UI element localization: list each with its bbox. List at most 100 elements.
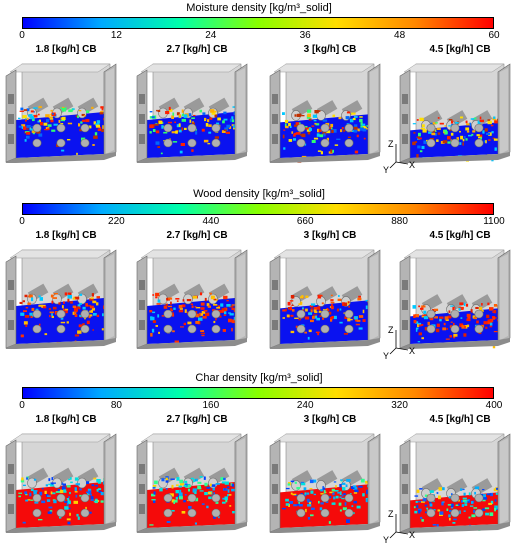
particle	[26, 117, 29, 120]
particle	[168, 106, 171, 111]
particle	[362, 319, 366, 322]
particle	[458, 503, 460, 506]
particle	[443, 129, 447, 133]
top-edge	[9, 63, 111, 73]
particle	[39, 491, 43, 496]
immersed-tube	[426, 123, 436, 133]
particle	[231, 119, 235, 123]
particle	[307, 113, 311, 118]
particle	[326, 137, 329, 142]
right-frame	[497, 63, 511, 159]
particle	[202, 316, 207, 319]
particle	[418, 322, 422, 325]
particle	[446, 328, 448, 330]
bottom-plate	[137, 338, 247, 349]
particle	[416, 327, 419, 330]
particle	[331, 127, 333, 130]
particle	[433, 509, 436, 511]
particle	[41, 487, 44, 490]
particle	[27, 128, 29, 130]
particle	[181, 118, 186, 122]
particle	[76, 152, 78, 155]
particle	[209, 483, 212, 487]
particle	[459, 302, 464, 305]
particle	[177, 495, 179, 498]
reactor-render	[269, 63, 381, 163]
particle	[322, 316, 325, 320]
particle	[422, 124, 425, 128]
particle	[87, 125, 92, 129]
particle	[436, 127, 441, 130]
particle	[360, 122, 363, 126]
particle	[229, 118, 232, 122]
particle	[30, 115, 34, 120]
particle	[161, 125, 164, 129]
particle	[97, 481, 102, 484]
particle	[416, 154, 419, 158]
particle	[435, 328, 440, 333]
particle	[284, 123, 287, 128]
particle	[92, 144, 95, 146]
particle	[471, 133, 474, 136]
particle	[42, 306, 47, 309]
particle	[442, 140, 448, 144]
particle	[356, 505, 361, 509]
particle	[345, 116, 350, 120]
case-label: 4.5 [kg/h] CB	[429, 414, 491, 425]
immersed-tube	[320, 309, 330, 319]
particle	[293, 132, 297, 135]
particle	[449, 518, 451, 521]
particle	[161, 315, 165, 317]
particle	[169, 493, 174, 497]
particle	[453, 335, 456, 339]
particle	[353, 500, 357, 504]
particle	[198, 317, 203, 321]
particle	[179, 479, 183, 484]
particle	[354, 124, 358, 128]
particle	[49, 510, 53, 513]
particle	[21, 124, 26, 128]
immersed-tube	[211, 309, 221, 319]
particle	[101, 108, 104, 111]
particle	[472, 130, 476, 133]
particle	[453, 518, 457, 521]
particle	[93, 313, 97, 316]
particle	[180, 326, 184, 328]
particle	[197, 481, 202, 484]
particle	[23, 321, 28, 325]
particle	[213, 304, 218, 306]
particle	[362, 309, 365, 314]
particle	[150, 333, 153, 337]
particle	[178, 310, 184, 313]
particle	[179, 492, 183, 496]
particle	[100, 492, 104, 496]
left-frame	[269, 69, 281, 163]
particle	[422, 498, 427, 502]
particle	[227, 489, 230, 493]
colorbar-title: Char density [kg/m³_solid]	[195, 372, 323, 384]
particle	[434, 308, 439, 311]
particle	[180, 143, 185, 146]
particle	[464, 136, 466, 139]
particle	[20, 312, 25, 316]
particle	[52, 113, 54, 115]
particle	[30, 488, 34, 491]
particle	[332, 492, 335, 496]
particle	[70, 477, 72, 480]
particle	[77, 516, 80, 520]
particle	[90, 297, 94, 300]
particle	[31, 297, 34, 302]
particle	[309, 501, 311, 505]
particle	[181, 304, 186, 308]
particle	[350, 486, 355, 489]
particle	[305, 295, 309, 298]
particle	[358, 327, 363, 330]
particle	[217, 309, 222, 313]
particle	[231, 304, 236, 306]
particle	[208, 124, 212, 127]
particle	[344, 316, 348, 319]
particle	[453, 333, 458, 337]
particle	[74, 491, 78, 493]
particle	[331, 304, 333, 308]
particle	[93, 501, 98, 503]
